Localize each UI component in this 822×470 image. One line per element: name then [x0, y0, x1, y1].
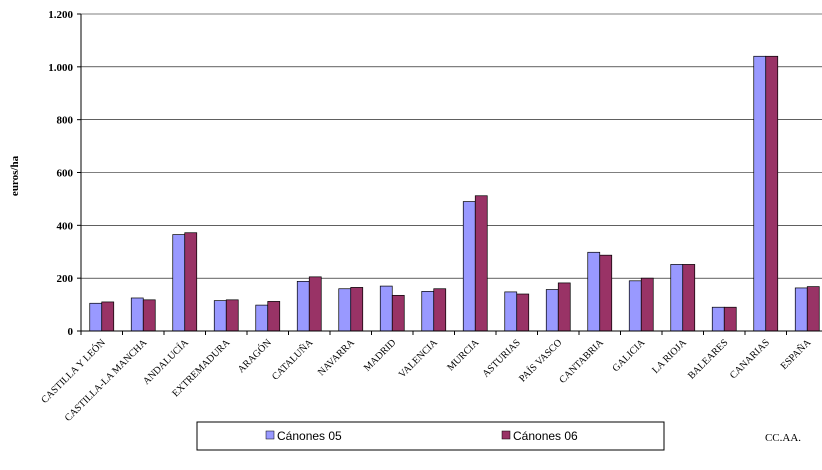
y-tick-label: 200 — [57, 273, 74, 285]
x-tick-label: CASTILLA-LA MANCHA — [63, 337, 150, 424]
x-tick-label: GALICIA — [611, 337, 648, 374]
bar-canones-05 — [296, 280, 310, 332]
bar-canones-05 — [421, 291, 435, 332]
bar-canones-06 — [350, 287, 364, 332]
legend-label-canones-06: Cánones 06 — [513, 429, 578, 443]
bar-canones-06 — [184, 232, 198, 332]
bars — [89, 55, 820, 332]
y-tick-label: 1.200 — [48, 9, 73, 21]
bar-canones-05 — [711, 306, 725, 332]
bar-canones-06 — [308, 276, 322, 332]
bar-canones-06 — [433, 288, 447, 332]
bar-canones-05 — [794, 287, 808, 332]
y-tick-label: 800 — [57, 115, 74, 127]
bar-canones-05 — [670, 264, 684, 332]
bar-canones-05 — [213, 300, 227, 332]
bar-canones-05 — [89, 302, 103, 332]
bar-canones-06 — [640, 277, 654, 332]
x-tick-label: MADRID — [362, 337, 398, 373]
bar-canones-05 — [587, 251, 601, 332]
bar-canones-06 — [516, 293, 530, 332]
bar-canones-05 — [504, 291, 518, 332]
bar-canones-06 — [474, 195, 488, 332]
x-tick-label: CANTABRIA — [557, 337, 606, 386]
bar-canones-06 — [142, 299, 156, 332]
legend-swatch-canones-05 — [265, 430, 275, 440]
bar-canones-05 — [379, 285, 393, 332]
y-tick-label: 1.000 — [48, 62, 73, 74]
bar-canones-05 — [338, 288, 352, 332]
bar-canones-05 — [628, 280, 642, 332]
bar-canones-05 — [753, 55, 767, 332]
bar-canones-05 — [172, 234, 186, 332]
legend-label-canones-05: Cánones 05 — [277, 429, 342, 443]
bar-canones-06 — [806, 286, 820, 332]
x-tick-label: ASTURIAS — [481, 337, 523, 379]
x-tick-label: ESPAÑA — [778, 336, 814, 372]
x-axis-label: CC.AA. — [765, 432, 801, 444]
bar-canones-06 — [682, 264, 696, 332]
x-tick-label: NAVARRA — [316, 337, 357, 378]
bar-canones-06 — [225, 299, 239, 332]
gridlines — [81, 13, 822, 279]
x-tick-label: ARAGÓN — [235, 337, 274, 376]
x-tick-label: CATALUÑA — [269, 336, 316, 383]
bar-canones-05 — [255, 304, 269, 332]
y-tick-label: 0 — [68, 326, 74, 338]
bar-canones-06 — [267, 301, 281, 332]
x-tick-label: CANARIAS — [728, 337, 772, 381]
bar-canones-05 — [130, 297, 144, 332]
y-tick-labels: 0 200 400 600 800 1.000 1.200 — [48, 9, 81, 338]
bar-canones-06 — [391, 294, 405, 332]
bar-canones-05 — [462, 201, 476, 332]
y-axis-label: euros/ha — [9, 155, 21, 196]
legend-box — [196, 421, 665, 451]
bar-canones-06 — [557, 282, 571, 332]
x-tick-label: VALENCIA — [397, 337, 441, 381]
bar-canones-06 — [599, 254, 613, 332]
x-tick-label: LA RIOJA — [650, 337, 689, 376]
x-tick-label: MURCIA — [445, 337, 482, 374]
legend: Cánones 05 Cánones 06 — [196, 421, 665, 451]
bar-canones-06 — [765, 55, 779, 332]
y-tick-label: 400 — [57, 220, 74, 232]
y-tick-label: 600 — [57, 168, 74, 180]
bar-canones-06 — [101, 301, 115, 332]
legend-swatch-canones-06 — [501, 430, 511, 440]
bar-canones-06 — [723, 306, 737, 332]
bar-canones-05 — [545, 289, 559, 332]
x-tick-label: BALEARES — [686, 337, 730, 381]
